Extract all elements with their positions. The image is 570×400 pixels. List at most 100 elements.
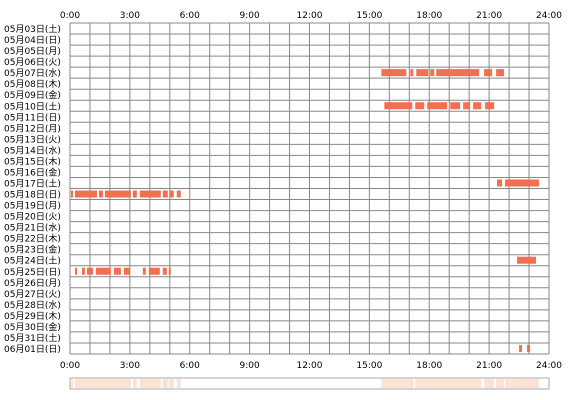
sleep-bar [450, 102, 461, 110]
sleep-bar [162, 190, 168, 198]
sleep-bar [142, 267, 146, 275]
summary-segment [519, 379, 523, 388]
x-tick-label-bottom: 12:00 [297, 361, 323, 371]
sleep-bar [81, 267, 85, 275]
row-label: 05月14日(水) [4, 144, 61, 156]
sleep-bar [74, 267, 77, 275]
summary-segment [427, 379, 448, 388]
row-label: 05月24日(土) [4, 255, 61, 267]
row-label: 05月28日(水) [4, 299, 61, 311]
summary-segment [86, 379, 93, 388]
row-label: 05月26日(月) [4, 278, 61, 289]
sleep-bar [162, 267, 167, 275]
row-label: 05月25日(日) [4, 267, 61, 278]
row-label: 05月27日(火) [4, 289, 61, 300]
summary-frame [69, 377, 550, 390]
x-tick-label-top: 15:00 [356, 11, 382, 21]
sleep-bar [123, 267, 130, 275]
row-label: 05月20日(火) [4, 212, 61, 223]
summary-segment [176, 379, 181, 388]
row-label: 05月12日(月) [4, 123, 61, 134]
row-label: 05月04日(日) [4, 35, 61, 46]
summary-segment [463, 379, 471, 388]
x-tick-label-bottom: 18:00 [416, 361, 442, 371]
sleep-bar [95, 267, 111, 275]
summary-segment [132, 379, 137, 388]
x-ticks-top: 0:00 3:00 6:00 9:00 12:00 15:00 18:00 21:00 24:0… [60, 11, 562, 21]
summary-segment [485, 379, 495, 388]
sleep-bar [74, 190, 97, 198]
row-label: 05月22日(木) [4, 233, 61, 245]
x-tick-label-bottom: 21:00 [476, 361, 502, 371]
summary-segment [95, 379, 111, 388]
summary-segment [113, 379, 121, 388]
sleep-bar [427, 102, 448, 110]
sleep-bar [517, 256, 537, 264]
x-tick-label-top: 6:00 [180, 11, 200, 21]
row-label: 05月05日(月) [4, 46, 61, 57]
summary-segment [497, 379, 503, 388]
sleep-bar [176, 190, 181, 198]
sleep-bar [384, 102, 413, 110]
sleep-bar [485, 102, 495, 110]
row-label: 05月06日(火) [4, 57, 61, 68]
sleep-bar [415, 102, 425, 110]
sleep-bar [463, 102, 471, 110]
summary-segment [527, 379, 531, 388]
row-label: 05月11日(日) [4, 112, 61, 123]
row-label: 05月03日(土) [4, 23, 61, 35]
row-label: 05月09日(金) [4, 89, 61, 101]
row-label: 05月21日(水) [4, 222, 61, 234]
row-label: 05月17日(土) [4, 177, 61, 189]
x-ticks-bottom: 0:00 3:00 6:00 9:00 12:00 15:00 18:00 21:00 24:0… [60, 361, 562, 371]
x-tick-label-bottom: 9:00 [240, 361, 260, 371]
sleep-bar [148, 267, 160, 275]
summary-segment [517, 379, 537, 388]
row-label: 05月23日(金) [4, 244, 61, 256]
row-label: 05月16日(金) [4, 166, 61, 178]
summary-strip [69, 377, 550, 390]
sleep-bar [484, 69, 493, 77]
summary-segment [74, 379, 77, 388]
summary-segment [81, 379, 85, 388]
sleep-bar [497, 179, 503, 187]
summary-segment [473, 379, 482, 388]
row-label: 05月15日(木) [4, 155, 61, 167]
sleep-bar [505, 179, 540, 187]
row-label: 05月10日(土) [4, 100, 61, 112]
row-label: 05月31日(土) [4, 332, 61, 344]
summary-segment [415, 379, 425, 388]
summary-segment [142, 379, 146, 388]
row-label: 05月30日(金) [4, 321, 61, 333]
sleep-bar [527, 344, 531, 352]
sleep-bar [430, 69, 435, 77]
x-tick-label-bottom: 3:00 [120, 361, 140, 371]
grid [69, 22, 550, 355]
sleep-bar [169, 190, 174, 198]
row-label: 05月13日(火) [4, 134, 61, 145]
summary-segment [162, 379, 167, 388]
summary-segment [148, 379, 160, 388]
row-label: 05月19日(月) [4, 201, 61, 212]
sleep-bar [519, 344, 523, 352]
sleep-bar [104, 190, 131, 198]
x-tick-label-top: 18:00 [416, 11, 442, 21]
sleep-bar [416, 69, 429, 77]
summary-segment [74, 379, 97, 388]
row-label: 06月01日(日) [4, 344, 61, 355]
summary-segment [123, 379, 130, 388]
summary-segment [70, 379, 73, 388]
x-tick-label-bottom: 15:00 [356, 361, 382, 371]
x-tick-label-top: 0:00 [60, 11, 80, 21]
sleep-bar [496, 69, 505, 77]
summary-segment [169, 379, 174, 388]
sleep-bar [98, 190, 103, 198]
sleep-bar [139, 190, 161, 198]
sleep-bar [436, 69, 480, 77]
sleep-bar [473, 102, 482, 110]
x-tick-label-top: 12:00 [297, 11, 323, 21]
x-tick-label-top: 3:00 [120, 11, 140, 21]
x-tick-label-bottom: 24:00 [536, 361, 562, 371]
summary-segment [450, 379, 461, 388]
